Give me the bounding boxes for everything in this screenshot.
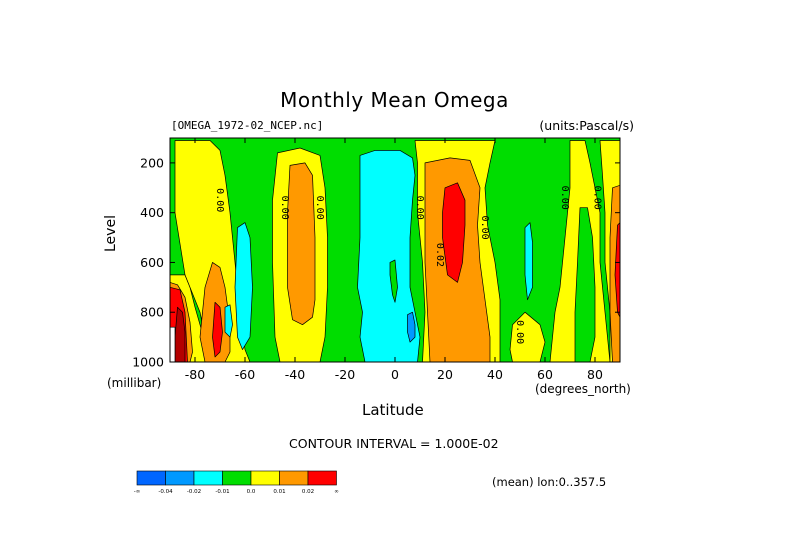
contour-label-8: 0.00: [592, 186, 603, 210]
colorbar-swatch-6: [307, 470, 337, 486]
x-axis-unit: (degrees_north): [535, 382, 631, 396]
contour-label-3: 0.00: [414, 196, 425, 220]
contour-label-1: 0.00: [279, 196, 290, 220]
y-axis-unit: (millibar): [107, 376, 162, 390]
contour-label-5: 0.00: [479, 216, 490, 240]
region-blue-equator: [407, 311, 416, 343]
colorbar: -∞ -0.04 -0.02 -0.01 0.0 0.01 0.02 ∞: [134, 470, 339, 495]
colorbar-label-3: -0.01: [215, 489, 229, 495]
colorbar-swatch-1: [165, 470, 195, 486]
colorbar-swatch-5: [279, 470, 309, 486]
x-tick-label: 0: [391, 367, 399, 382]
x-tick-label: -80: [185, 367, 205, 382]
contour-label-4: 0.02: [434, 243, 445, 267]
colorbar-label-1: -0.04: [158, 489, 173, 495]
region-orange-midlat-sh: [287, 162, 316, 326]
region-white-polar-gap: [170, 326, 176, 362]
x-tick-label: -40: [285, 367, 305, 382]
contour-label-0: 0.00: [214, 188, 225, 212]
axes: -80 -60 -40 -20 0 20 40 60 80 200 400 600 800 1000: [132, 138, 620, 382]
contour-label-2: 0.00: [314, 196, 325, 220]
y-tick-label: 200: [140, 155, 164, 170]
x-tick-label: 80: [587, 367, 603, 382]
region-red-sh-low: [212, 301, 223, 358]
contour-labels: 0.00 0.00 0.00 0.00 0.02 0.00 0.00 0.00 0.00: [214, 186, 603, 344]
x-tick-label: 40: [487, 367, 503, 382]
colorbar-swatch-0: [136, 470, 166, 486]
y-tick-label: 400: [140, 205, 164, 220]
dataset-label: [OMEGA_1972-02_NCEP.nc]: [171, 119, 324, 132]
contour-label-7: 0.00: [559, 186, 570, 210]
mean-longitude-note: (mean) lon:0..357.5: [492, 475, 607, 489]
region-yellow-nh-60: [509, 311, 546, 362]
region-cyan-sh-column: [234, 222, 253, 350]
contour-fill-regions: [170, 140, 620, 362]
colorbar-label-2: -0.02: [187, 489, 201, 495]
x-tick-label: -60: [235, 367, 255, 382]
colorbar-swatch-4: [250, 470, 280, 486]
x-tick-label: -20: [335, 367, 355, 382]
y-tick-label: 600: [140, 255, 164, 270]
contour-interval-note: CONTOUR INTERVAL = 1.000E-02: [289, 436, 499, 451]
region-cyan-sh-small: [224, 304, 233, 338]
region-green-strip-tropics: [389, 259, 398, 303]
contour-label-6: 0.00: [514, 320, 525, 344]
region-cyan-tropics: [357, 150, 421, 362]
region-cyan-nh-55: [524, 222, 533, 301]
x-axis-title: Latitude: [362, 401, 424, 419]
x-tick-label: 20: [437, 367, 453, 382]
region-green-nh-high: [574, 207, 596, 362]
y-tick-label: 1000: [132, 355, 164, 370]
colorbar-label-4: 0.0: [247, 489, 256, 495]
chart-title: Monthly Mean Omega: [280, 88, 509, 112]
region-red-nh: [442, 182, 466, 283]
units-label: (units:Pascal/s): [539, 118, 634, 133]
colorbar-label-0: -∞: [134, 489, 141, 495]
colorbar-label-6: 0.02: [302, 489, 314, 495]
y-tick-label: 800: [140, 305, 164, 320]
colorbar-swatch-3: [222, 470, 252, 486]
colorbar-label-5: 0.01: [273, 489, 285, 495]
colorbar-swatch-2: [193, 470, 223, 486]
colorbar-label-7: ∞: [334, 489, 339, 495]
x-tick-label: 60: [537, 367, 553, 382]
